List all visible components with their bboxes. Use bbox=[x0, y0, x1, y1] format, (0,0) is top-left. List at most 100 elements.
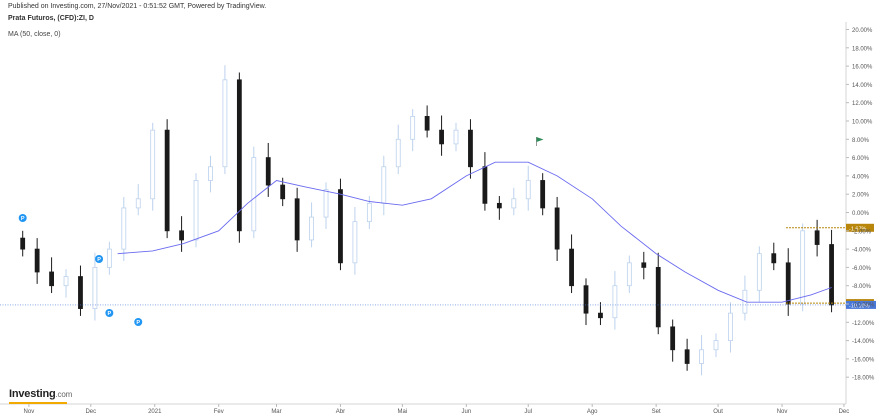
candle-body bbox=[670, 326, 676, 351]
x-tick-label: Jul bbox=[524, 409, 532, 415]
candle-body bbox=[34, 248, 40, 273]
x-tick-label: Out bbox=[713, 409, 723, 415]
candle-body bbox=[785, 262, 791, 305]
y-tick-label: 14.00% bbox=[852, 83, 873, 89]
candle-body bbox=[511, 198, 517, 209]
x-tick-label: 2021 bbox=[148, 409, 162, 415]
candle-body bbox=[251, 157, 257, 232]
x-tick-label: Jun bbox=[461, 409, 471, 415]
candle-body bbox=[540, 180, 546, 209]
candle-body bbox=[699, 349, 704, 364]
y-tick-label: -4.00% bbox=[852, 248, 872, 254]
y-tick-label: 8.00% bbox=[852, 138, 870, 144]
candle-body bbox=[121, 207, 127, 250]
candle-body bbox=[612, 285, 618, 319]
candle-body bbox=[49, 271, 54, 287]
chart-frame bbox=[0, 22, 847, 405]
x-tick-label: Fev bbox=[214, 409, 224, 415]
y-tick-label: 18.00% bbox=[852, 46, 873, 52]
candle-body bbox=[222, 79, 228, 168]
event-marker-label: P bbox=[108, 311, 112, 317]
x-tick-label: Set bbox=[652, 409, 661, 415]
candle-body bbox=[439, 129, 444, 145]
candle-body bbox=[135, 198, 141, 209]
candle-body bbox=[496, 202, 502, 209]
x-tick-label: Abr bbox=[336, 409, 345, 415]
y-tick-label: -16.00% bbox=[852, 357, 875, 363]
candle-body bbox=[366, 202, 372, 223]
event-marker bbox=[134, 318, 143, 326]
candle-body bbox=[78, 276, 83, 309]
y-tick-label: -14.00% bbox=[852, 339, 875, 345]
y-tick-label: 20.00% bbox=[852, 28, 873, 34]
candle-body bbox=[655, 266, 661, 328]
candle-body bbox=[395, 138, 401, 168]
instrument-title: Prata Futuros, (CFD):ZI, D bbox=[8, 15, 94, 22]
candle-body bbox=[208, 166, 213, 181]
candle-body bbox=[106, 248, 112, 268]
candle-body bbox=[800, 230, 806, 305]
candle-body bbox=[20, 237, 26, 250]
candle-body bbox=[684, 349, 690, 364]
candle-body bbox=[569, 248, 574, 287]
candle-body bbox=[280, 184, 286, 200]
event-marker-label: P bbox=[97, 257, 101, 263]
candle-body bbox=[352, 221, 358, 264]
indicator-legend: MA (50, close, 0) bbox=[8, 31, 61, 38]
x-tick-label: Nov bbox=[24, 409, 35, 415]
candle-body bbox=[829, 244, 834, 306]
candle-body bbox=[294, 198, 300, 241]
candle-body bbox=[179, 230, 184, 241]
logo-underline bbox=[9, 402, 67, 404]
y-tick-label: -6.00% bbox=[852, 266, 872, 272]
event-marker-label: P bbox=[136, 320, 140, 326]
y-tick-label: -18.00% bbox=[852, 376, 875, 382]
published-note: Published on Investing.com, 27/Nov/2021 … bbox=[8, 3, 267, 10]
candle-body bbox=[814, 230, 820, 245]
x-tick-label: Nov bbox=[777, 409, 788, 415]
x-tick-label: Dec bbox=[85, 409, 96, 415]
y-tick-label: 10.00% bbox=[852, 120, 873, 126]
candle-body bbox=[92, 266, 98, 309]
y-tick-label: 12.00% bbox=[852, 101, 873, 107]
candle-body bbox=[410, 116, 416, 140]
x-tick-label: Mar bbox=[271, 409, 281, 415]
flag-icon bbox=[536, 137, 544, 142]
y-tick-label: 4.00% bbox=[852, 174, 870, 180]
candle-body bbox=[468, 129, 473, 168]
y-tick-label: -8.00% bbox=[852, 284, 872, 290]
candle-body bbox=[598, 312, 603, 319]
candle-body bbox=[482, 166, 488, 204]
candle-body bbox=[164, 129, 170, 232]
candle-body bbox=[626, 262, 632, 287]
candle-body bbox=[338, 189, 343, 264]
candle-body bbox=[525, 180, 531, 200]
moving-average-layer bbox=[117, 161, 832, 303]
candle-body bbox=[236, 79, 242, 232]
candle-body bbox=[323, 189, 329, 218]
event-marker bbox=[95, 255, 104, 263]
candle-body bbox=[63, 276, 69, 287]
candle-body bbox=[728, 312, 733, 341]
candle-body bbox=[453, 129, 459, 145]
price-marker-box bbox=[846, 223, 874, 232]
candle-body bbox=[381, 166, 387, 204]
y-tick-label: 2.00% bbox=[852, 193, 870, 199]
x-tick-label: Dec bbox=[839, 409, 850, 415]
event-marker-label: P bbox=[21, 216, 25, 222]
candle-body bbox=[424, 116, 430, 131]
moving-average-line bbox=[117, 161, 832, 303]
y-axis: 20.00% 18.00% 16.00% 14.00% 12.00% 10.00% 8.00… bbox=[846, 28, 875, 382]
y-tick-label: 6.00% bbox=[852, 156, 870, 162]
logo-suffix: .com bbox=[55, 390, 73, 399]
y-tick-label: -10.00% bbox=[852, 303, 875, 309]
last-price-box bbox=[846, 300, 876, 309]
candle-body bbox=[193, 180, 199, 241]
last-price-label: -10.10% bbox=[849, 303, 870, 309]
y-tick-label: -2.00% bbox=[852, 229, 872, 235]
y-tick-label: -12.00% bbox=[852, 321, 875, 327]
candle-body bbox=[771, 253, 777, 264]
candle-body bbox=[265, 157, 271, 186]
